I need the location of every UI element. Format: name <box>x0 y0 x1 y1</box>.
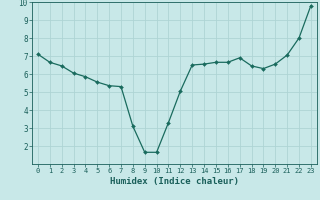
X-axis label: Humidex (Indice chaleur): Humidex (Indice chaleur) <box>110 177 239 186</box>
